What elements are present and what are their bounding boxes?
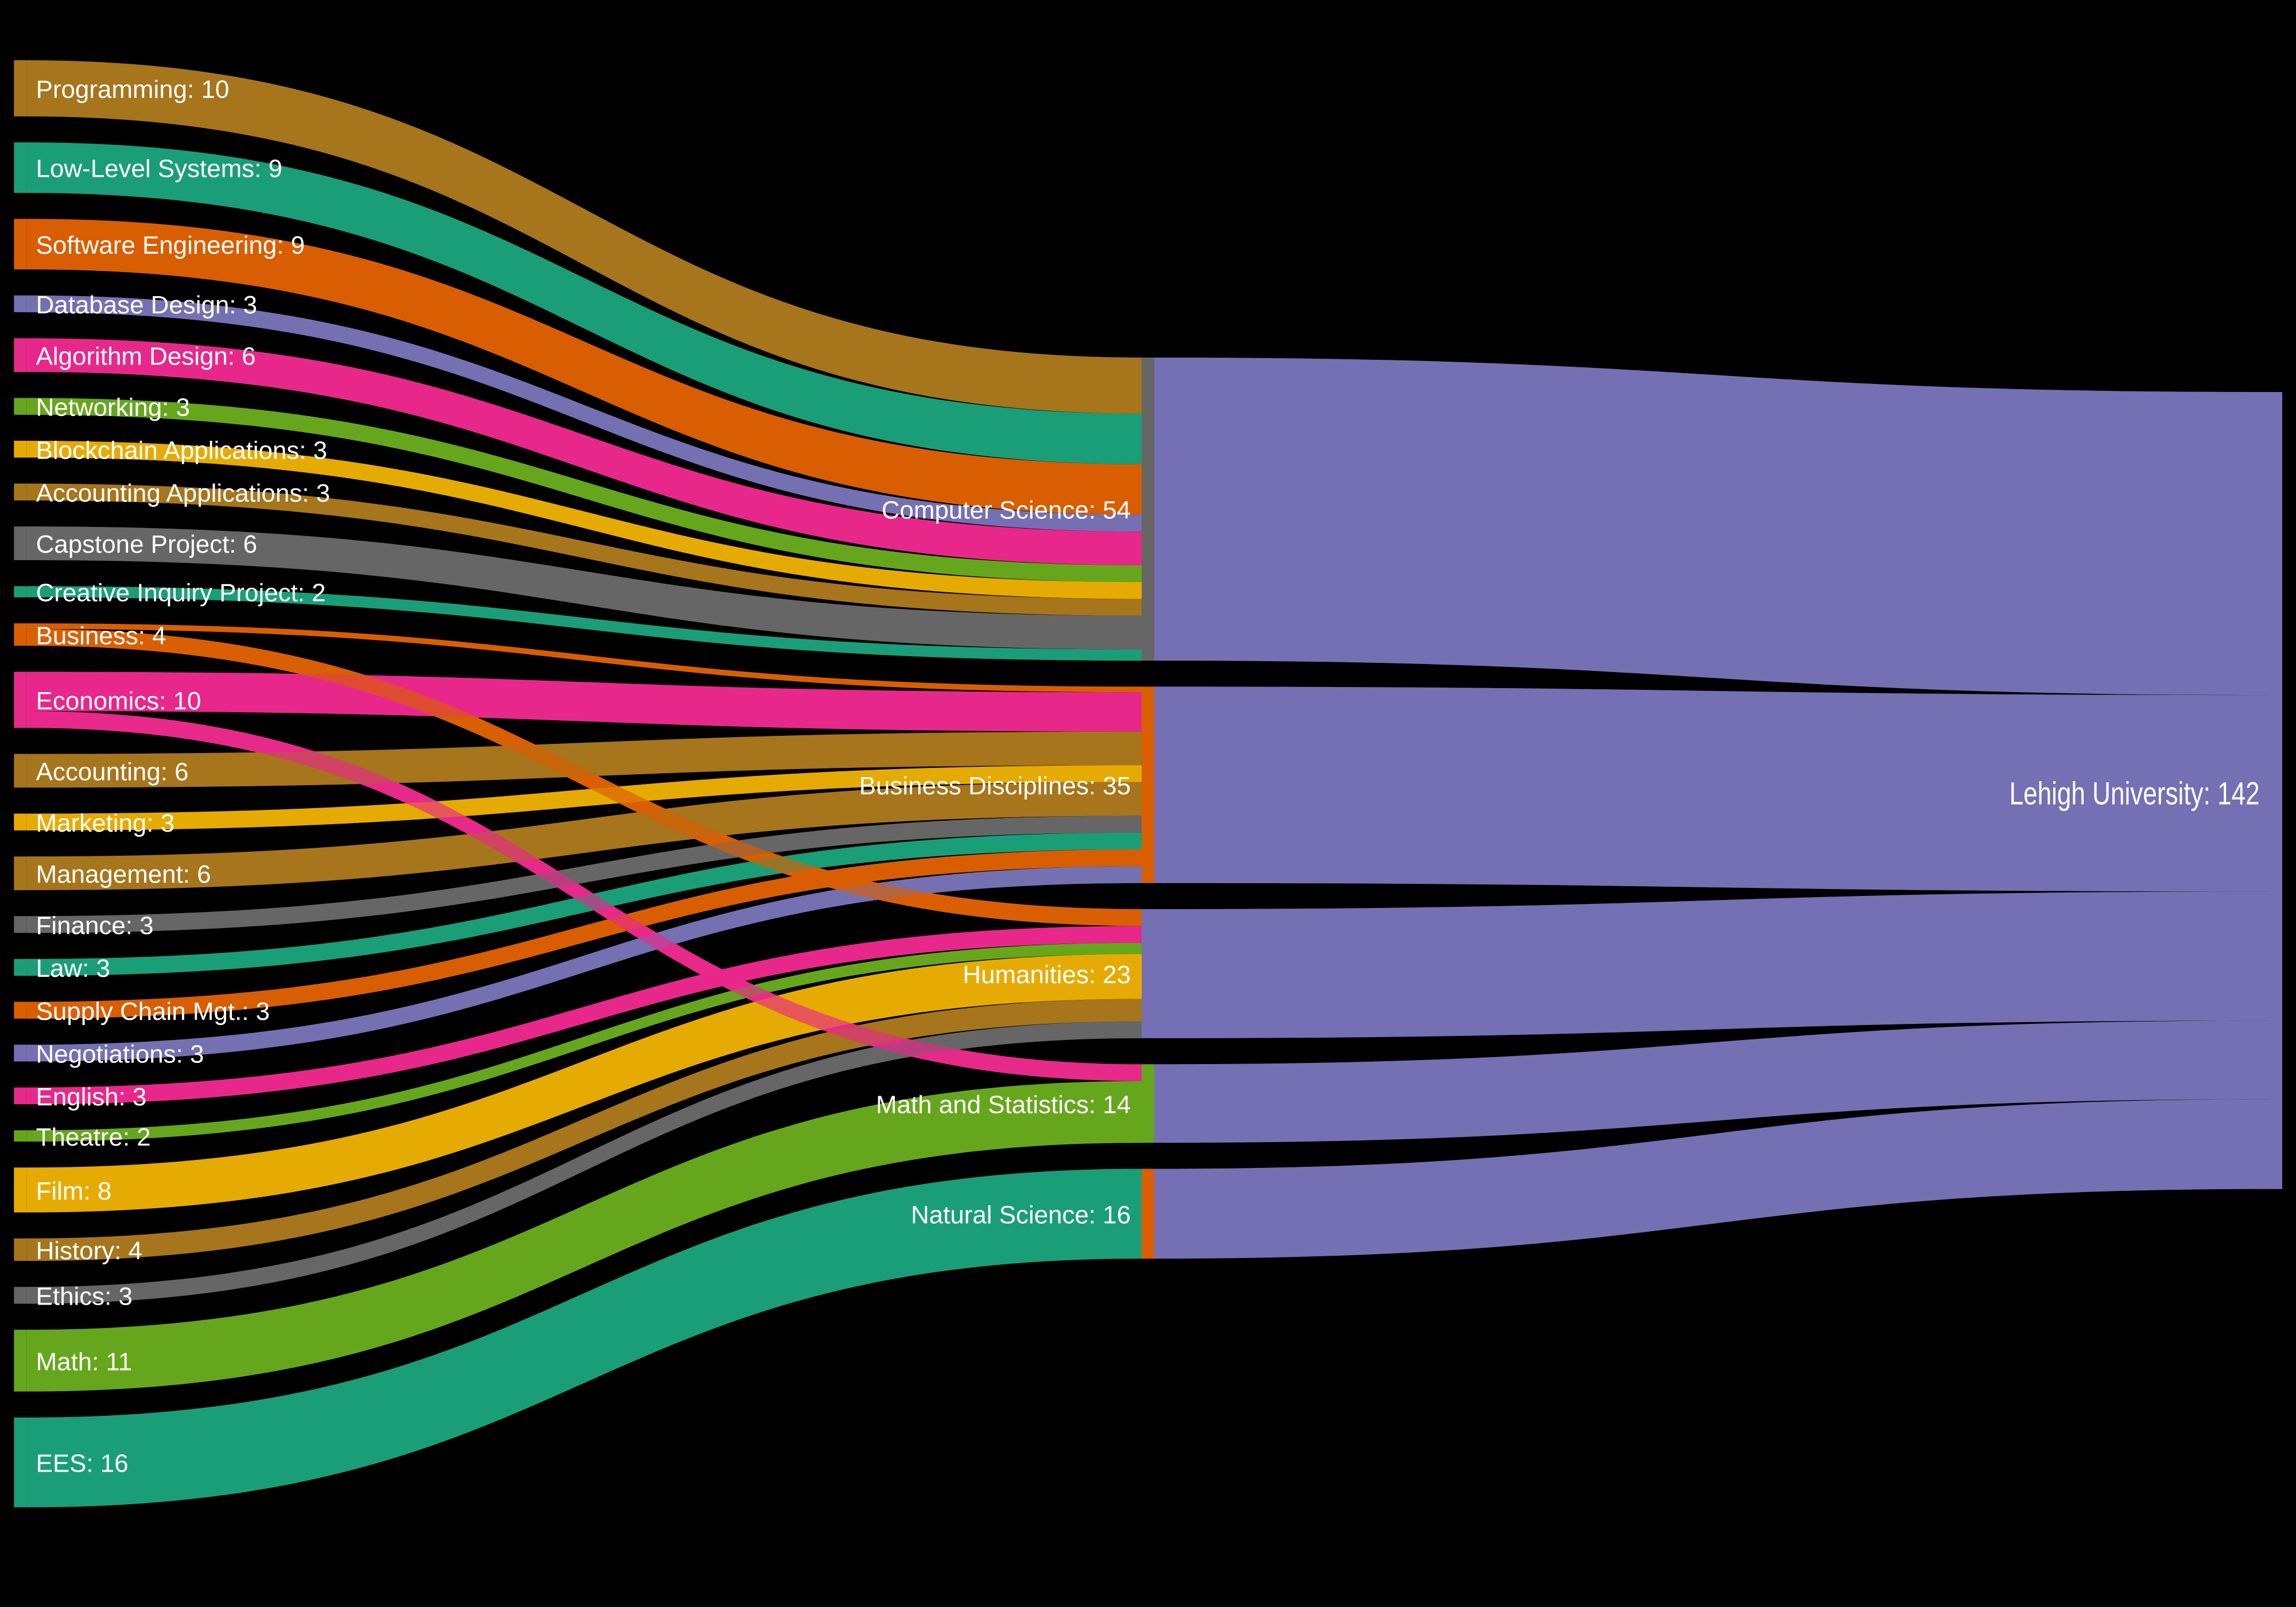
svg-text:Economics: 10: Economics: 10 bbox=[36, 687, 201, 715]
svg-text:Management: 6: Management: 6 bbox=[36, 860, 211, 888]
svg-text:Negotiations: 3: Negotiations: 3 bbox=[36, 1040, 204, 1068]
svg-text:History: 4: History: 4 bbox=[36, 1237, 142, 1265]
svg-text:Law: 3: Law: 3 bbox=[36, 954, 110, 983]
svg-text:Blockchain Applications: 3: Blockchain Applications: 3 bbox=[36, 436, 327, 464]
svg-text:Accounting: 6: Accounting: 6 bbox=[36, 758, 189, 786]
svg-text:Creative Inquiry Project: 2: Creative Inquiry Project: 2 bbox=[36, 579, 326, 607]
svg-text:Business Disciplines: 35: Business Disciplines: 35 bbox=[859, 772, 1131, 800]
svg-text:Computer Science: 54: Computer Science: 54 bbox=[882, 496, 1131, 525]
svg-text:EES: 16: EES: 16 bbox=[36, 1450, 129, 1478]
svg-text:Math and Statistics: 14: Math and Statistics: 14 bbox=[876, 1090, 1131, 1119]
svg-text:Marketing: 3: Marketing: 3 bbox=[36, 809, 175, 837]
svg-text:Accounting Applications: 3: Accounting Applications: 3 bbox=[36, 479, 330, 507]
svg-text:Finance: 3: Finance: 3 bbox=[36, 912, 154, 940]
svg-text:Business: 4: Business: 4 bbox=[36, 622, 166, 650]
svg-text:Software Engineering: 9: Software Engineering: 9 bbox=[36, 231, 305, 259]
svg-text:Low-Level Systems: 9: Low-Level Systems: 9 bbox=[36, 155, 282, 183]
svg-text:Ethics: 3: Ethics: 3 bbox=[36, 1283, 133, 1311]
svg-text:English: 3: English: 3 bbox=[36, 1083, 147, 1111]
svg-text:Natural Science: 16: Natural Science: 16 bbox=[911, 1201, 1131, 1229]
svg-text:Capstone Project: 6: Capstone Project: 6 bbox=[36, 530, 257, 558]
svg-text:Film: 8: Film: 8 bbox=[36, 1177, 112, 1205]
svg-text:Math: 11: Math: 11 bbox=[36, 1348, 133, 1376]
svg-text:Algorithm Design: 6: Algorithm Design: 6 bbox=[36, 342, 256, 370]
svg-text:Programming: 10: Programming: 10 bbox=[36, 76, 230, 104]
svg-text:Humanities: 23: Humanities: 23 bbox=[963, 961, 1131, 989]
svg-text:Database Design: 3: Database Design: 3 bbox=[36, 291, 258, 319]
svg-text:Lehigh University: 142: Lehigh University: 142 bbox=[2010, 775, 2260, 811]
svg-text:Theatre: 2: Theatre: 2 bbox=[36, 1123, 151, 1151]
svg-text:Networking: 3: Networking: 3 bbox=[36, 394, 190, 422]
svg-text:Supply Chain Mgt.: 3: Supply Chain Mgt.: 3 bbox=[36, 997, 270, 1026]
